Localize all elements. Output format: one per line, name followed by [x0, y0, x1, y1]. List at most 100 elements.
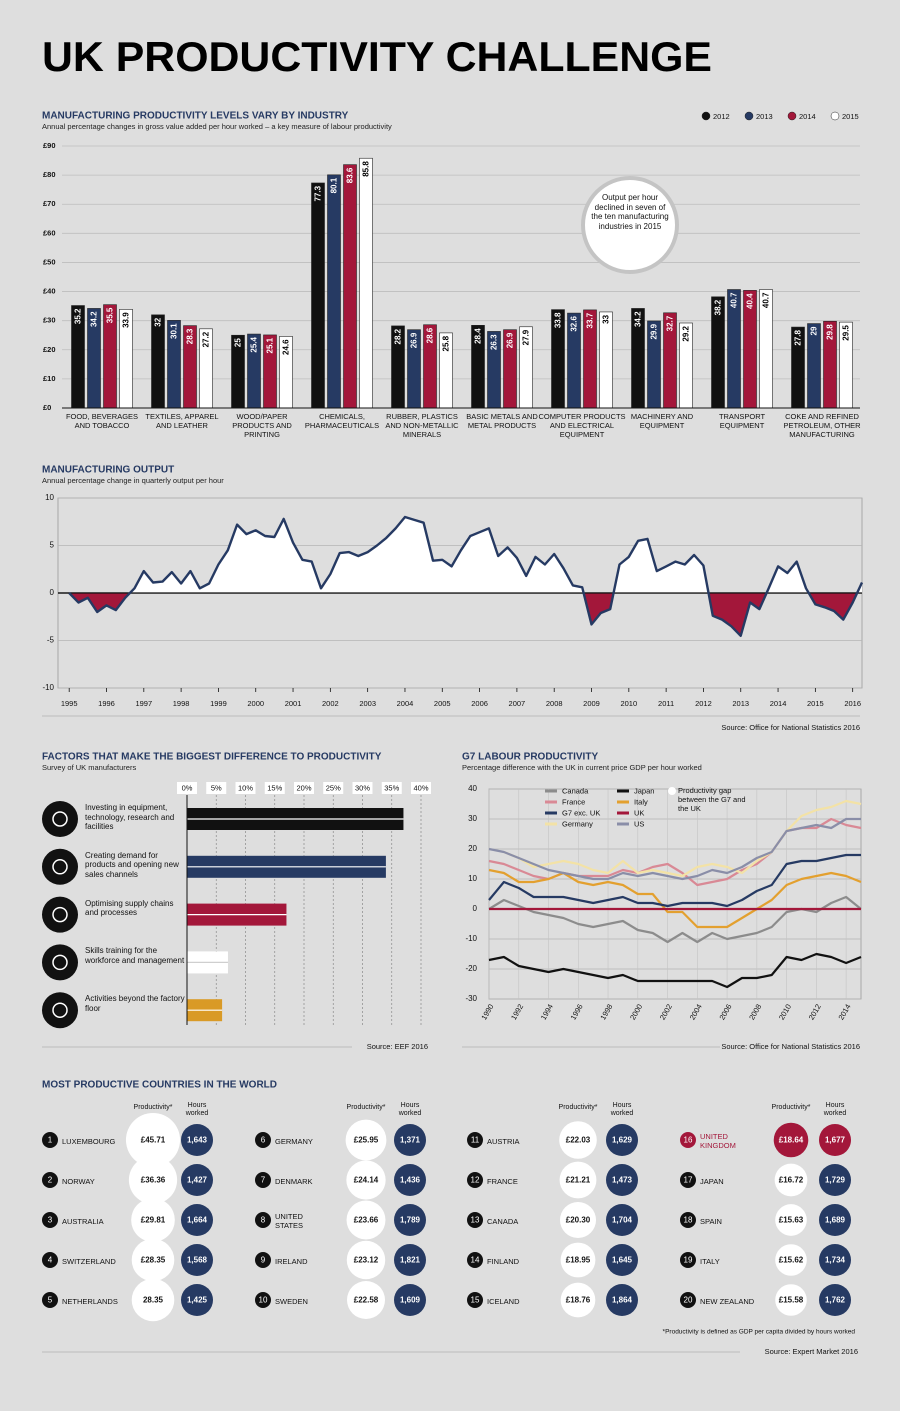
hours-badge: [181, 1164, 213, 1196]
bar-value-label: 33.8: [554, 312, 563, 328]
hours-label: 1,789: [400, 1216, 421, 1225]
rank: 18: [684, 1216, 693, 1225]
section-title: MOST PRODUCTIVE COUNTRIES IN THE WORLD: [42, 1080, 277, 1091]
x-tick-label: 2012: [695, 699, 712, 708]
bar-value-label: 29.9: [650, 323, 659, 339]
productivity-bubble: [775, 1244, 807, 1276]
bar-value-label: 32: [154, 317, 163, 326]
x-tick-label: 2011: [658, 699, 674, 708]
productivity-label: £18.76: [566, 1296, 591, 1305]
x-category-label-box: CHEMICALS, PHARMACEUTICALS: [305, 412, 379, 430]
bar: [327, 174, 341, 409]
x-tick-box: [323, 782, 344, 794]
x-tick-label: 40%: [413, 783, 428, 792]
productivity-bubble: [345, 1119, 387, 1161]
productivity-bubble: [559, 1161, 597, 1199]
hours-label: 1,371: [400, 1136, 421, 1145]
x-tick-box: [381, 782, 402, 794]
country-name-box: UNITED STATES: [275, 1212, 304, 1230]
x-tick-label: 25%: [326, 783, 341, 792]
rank: 3: [48, 1216, 53, 1225]
x-tick-label: 2010: [620, 699, 637, 708]
x-tick-label: 20%: [296, 783, 311, 792]
rank-badge: [42, 1292, 58, 1308]
x-category-label-box: TEXTILES, APPAREL AND LEATHER: [145, 412, 218, 430]
bar-value-label: 28.3: [186, 328, 195, 344]
y-tick-label: £40: [43, 287, 56, 296]
country-name-box: NORWAY: [62, 1176, 95, 1186]
x-tick-box: [177, 782, 197, 794]
productivity-bubble: [346, 1240, 386, 1280]
annotation: Productivity gap between the G7 and the …: [678, 786, 746, 813]
rank: 2: [48, 1176, 53, 1185]
legend-label: 2013: [756, 112, 773, 121]
bar-value-label: 38.2: [714, 299, 723, 315]
hours-badge: [606, 1164, 638, 1196]
rank-badge: [680, 1252, 696, 1268]
hours-label: 1,821: [400, 1256, 421, 1265]
x-category-label: COMPUTER PRODUCTS AND ELECTRICAL EQUIPME…: [538, 412, 626, 439]
country-name-box: GERMANY: [275, 1137, 313, 1146]
hours-badge: [394, 1244, 426, 1276]
hours-badge: [181, 1244, 213, 1276]
y-tick-label: 30: [468, 814, 477, 823]
x-tick-label: 2005: [434, 699, 451, 708]
rank-badge: [255, 1252, 271, 1268]
productivity-label: £23.12: [354, 1256, 379, 1265]
legend-label: UK: [634, 808, 644, 817]
section-title: MANUFACTURING OUTPUT: [42, 465, 174, 476]
column-header-box: Hours worked: [824, 1102, 847, 1117]
legend-label: 2014: [799, 112, 816, 121]
bar: [151, 314, 165, 409]
hours-badge: [819, 1204, 851, 1236]
source: Source: EEF 2016: [367, 1042, 428, 1051]
x-tick-label: 2000: [247, 699, 264, 708]
hours-badge: [819, 1164, 851, 1196]
country-name: FRANCE: [487, 1176, 518, 1186]
y-tick-label: 10: [45, 493, 54, 502]
source: Source: Office for National Statistics 2…: [721, 1042, 860, 1051]
x-tick-label: 2016: [844, 699, 861, 708]
category-label: Activities beyond the factory floor: [85, 994, 185, 1013]
country-name: UNITED STATES: [275, 1212, 304, 1230]
rank: 16: [684, 1136, 693, 1145]
productivity-label: £36.36: [141, 1176, 166, 1185]
rank-badge: [255, 1172, 271, 1188]
hours-badge: [819, 1244, 851, 1276]
y-tick-label: £70: [43, 199, 56, 208]
icon: [42, 801, 78, 837]
y-tick-label: -10: [465, 934, 477, 943]
column-header: Hours worked: [610, 1102, 634, 1118]
rank: 6: [261, 1136, 266, 1145]
hours-badge: [606, 1284, 638, 1316]
rank: 14: [471, 1256, 480, 1265]
country-name: JAPAN: [700, 1176, 724, 1186]
productivity-label: £15.63: [779, 1216, 804, 1225]
hours-label: 1,425: [187, 1296, 208, 1305]
y-tick-label: £20: [43, 345, 56, 354]
x-category-label: COKE AND REFINED PETROLEUM, OTHER MANUFA…: [783, 412, 861, 439]
hours-label: 1,677: [825, 1136, 846, 1145]
country-name: DENMARK: [275, 1176, 313, 1186]
productivity-label: £22.03: [566, 1136, 591, 1145]
hours-label: 1,473: [612, 1176, 633, 1185]
x-tick-label: 10%: [238, 783, 253, 792]
country-name: NORWAY: [62, 1176, 95, 1186]
x-tick-label: 0%: [182, 783, 193, 792]
productivity-label: £29.81: [141, 1216, 166, 1225]
productivity-bubble: [125, 1112, 181, 1168]
x-tick-label: 1997: [135, 699, 152, 708]
bar-value-label: 33.7: [586, 312, 595, 328]
country-name: AUSTRALIA: [62, 1216, 104, 1226]
column-header-box: Hours worked: [399, 1102, 422, 1117]
bar-value-label: 85.8: [362, 161, 371, 177]
legend-label: Germany: [562, 819, 593, 828]
icon: [42, 992, 78, 1029]
section-title: MANUFACTURING PRODUCTIVITY LEVELS VARY B…: [42, 111, 349, 122]
source: Source: Expert Market 2016: [765, 1347, 858, 1356]
x-category-label-box: RUBBER, PLASTICS AND NON-METALLIC MINERA…: [385, 412, 458, 439]
bar-value-label: 26.9: [410, 332, 419, 348]
rank: 20: [684, 1296, 693, 1305]
section-subtitle: Annual percentage changes in gross value…: [42, 122, 392, 131]
